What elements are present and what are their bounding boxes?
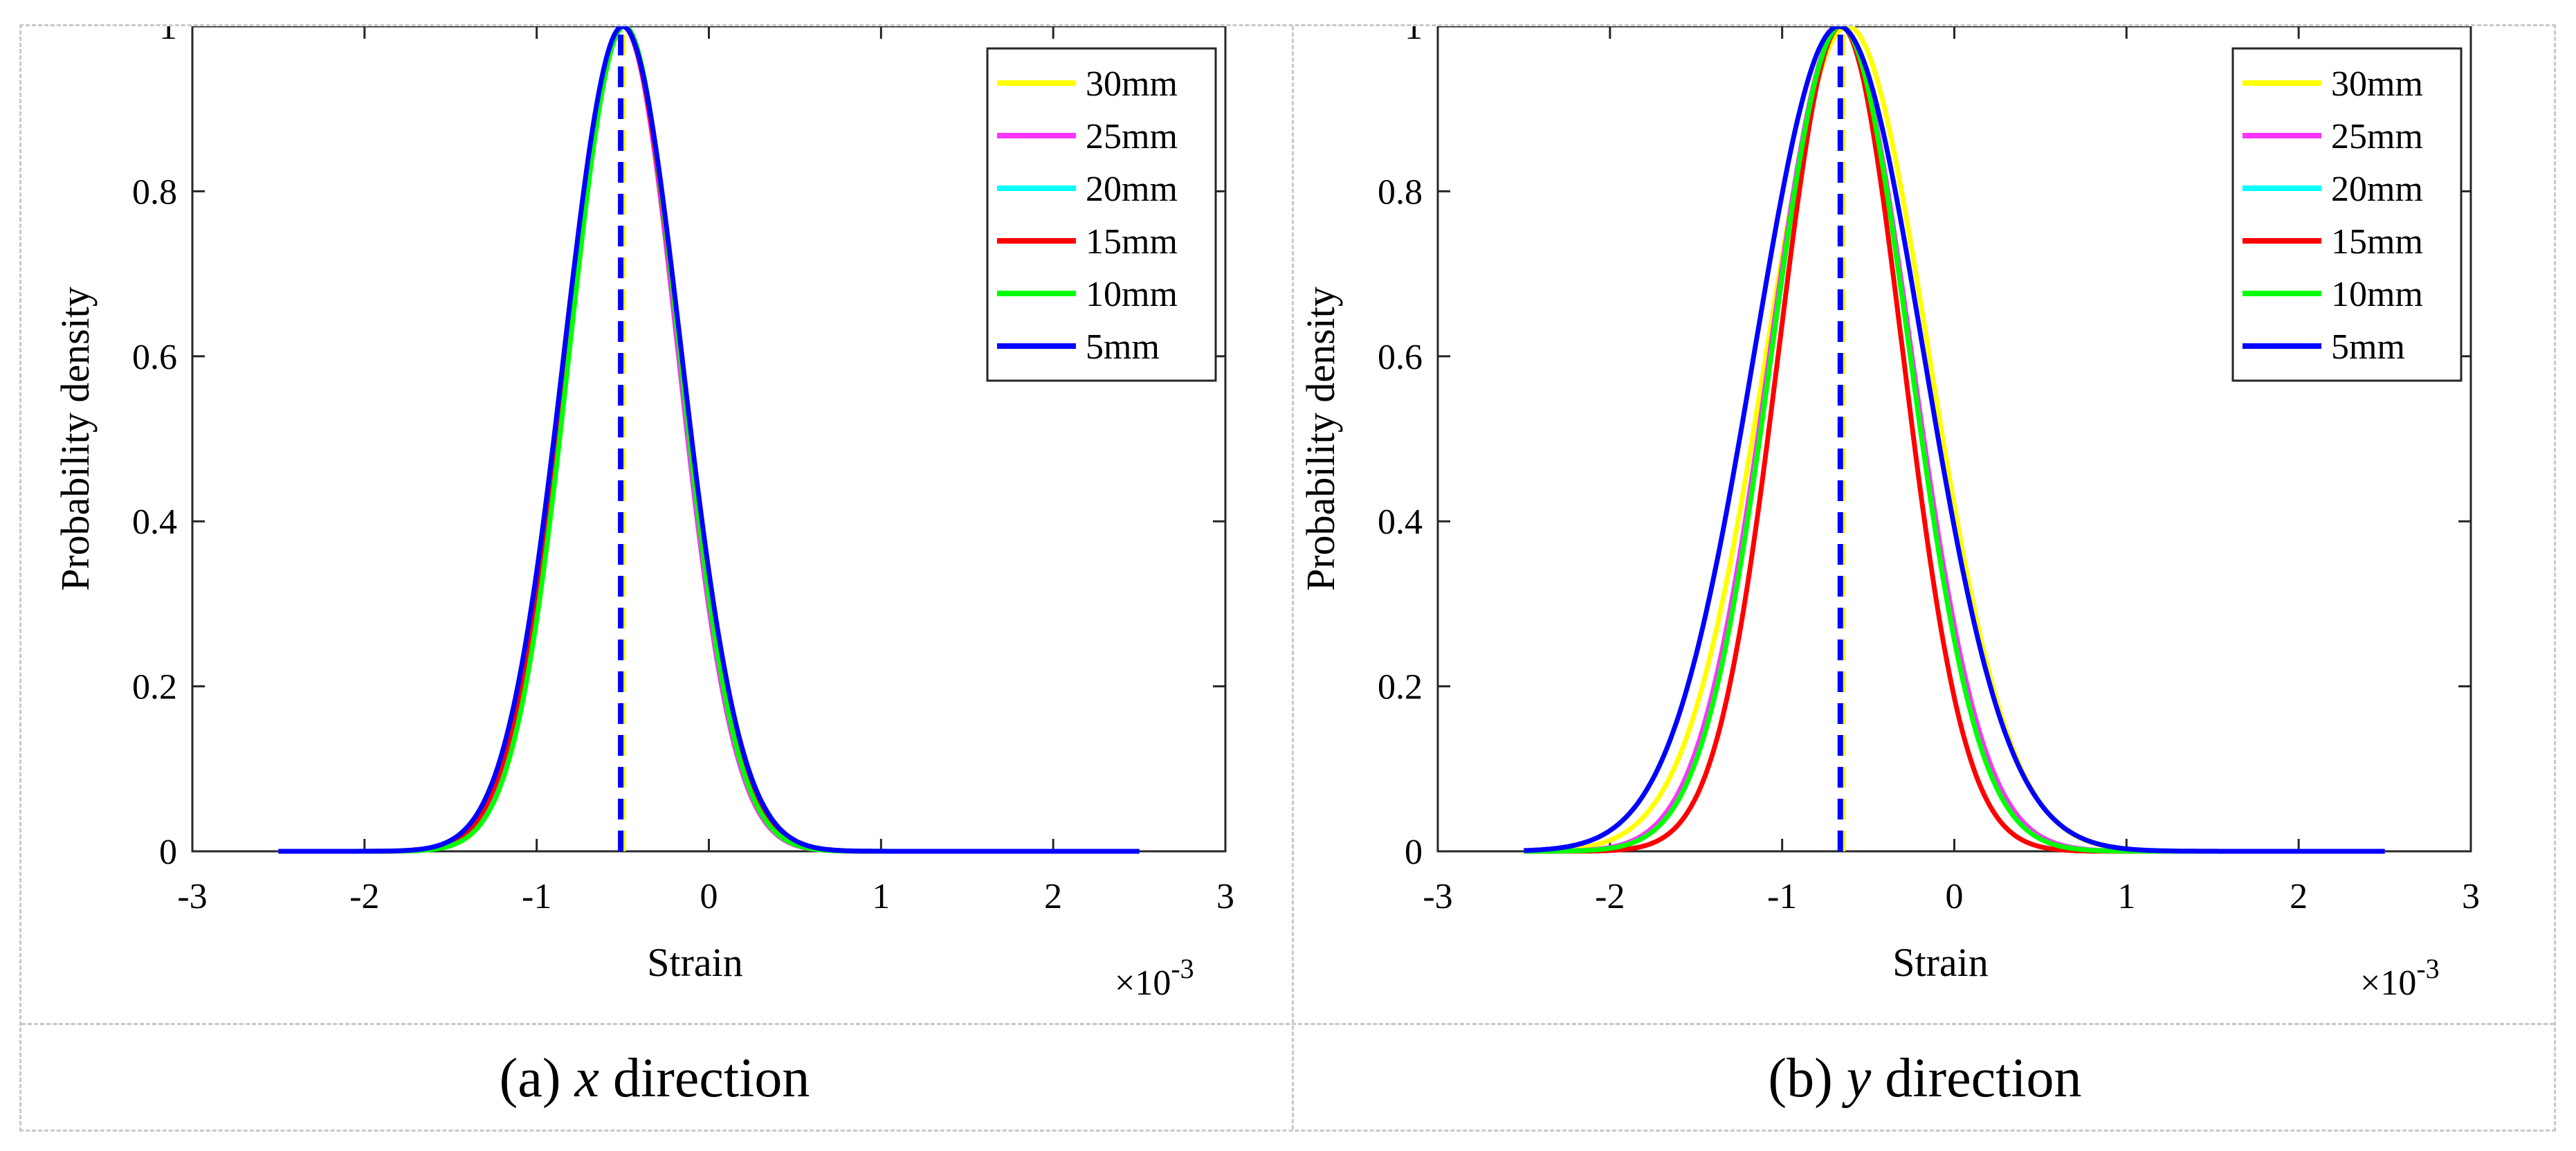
y-tick-label: 0.2 <box>1378 668 1423 707</box>
y-tick-label: 0.6 <box>1378 338 1423 377</box>
legend-label-5mm: 5mm <box>1086 327 1160 367</box>
chart-x-direction: -3 -2 -1 0 1 2 3 0 0.2 0.4 0.6 0.8 1 Strain Probabilit… <box>53 26 1234 1003</box>
series-line-5mm <box>278 26 1140 854</box>
x-tick-label: 1 <box>872 877 890 916</box>
y-tick-label: 0.4 <box>1378 502 1423 542</box>
caption-b-text: direction <box>1885 1047 2082 1109</box>
panel-divider-vertical <box>1292 26 1294 1130</box>
caption-a-label: (a) <box>499 1047 561 1109</box>
chart-y-direction: -3 -2 -1 0 1 2 3 0 0.2 0.4 0.6 0.8 1 Strain Probabilit… <box>1298 26 2480 1003</box>
caption-a-text: direction <box>612 1047 810 1109</box>
legend-label-25mm: 25mm <box>2331 117 2423 156</box>
x-tick-label: -1 <box>1767 877 1797 916</box>
y-axis-label: Probability density <box>1298 287 1343 591</box>
y-axis-label: Probability density <box>53 287 98 591</box>
x-tick-label: 2 <box>1044 877 1062 916</box>
y-tick-label: 0.8 <box>1378 172 1423 212</box>
caption-a: (a) x direction <box>21 1033 1288 1123</box>
legend <box>2231 47 2463 382</box>
y-tick-label: 0 <box>159 833 177 872</box>
x-tick-label: 3 <box>1216 877 1234 916</box>
x-axis-label: Strain <box>647 940 743 985</box>
legend-label-10mm: 10mm <box>2331 275 2423 314</box>
x-tick-label: 0 <box>700 877 718 916</box>
y-tick-label: 1 <box>159 26 177 47</box>
figure: -3 -2 -1 0 1 2 3 0 0.2 0.4 0.6 0.8 1 Strain Probabilit… <box>19 24 2556 1132</box>
series-line-5mm <box>1524 26 2385 854</box>
legend-label-15mm: 15mm <box>2331 222 2423 262</box>
caption-b-label: (b) <box>1768 1047 1833 1109</box>
legend <box>986 47 1217 382</box>
x-tick-label: -1 <box>522 877 551 916</box>
x-axis-multiplier: ×10-3 <box>1115 953 1194 1003</box>
x-tick-label: 1 <box>2117 877 2135 916</box>
x-tick-label: -2 <box>349 877 379 916</box>
legend-label-20mm: 20mm <box>2331 170 2423 209</box>
x-tick-label: -3 <box>177 877 207 916</box>
caption-a-variable: x <box>574 1047 599 1109</box>
x-axis-multiplier: ×10-3 <box>2360 953 2440 1003</box>
x-tick-label: -3 <box>1423 877 1452 916</box>
caption-divider <box>21 1023 2554 1025</box>
legend-label-30mm: 30mm <box>2331 64 2423 104</box>
y-tick-label: 1 <box>1405 26 1423 47</box>
x-tick-label: -2 <box>1595 877 1625 916</box>
y-tick-label: 0.8 <box>132 172 177 212</box>
x-tick-label: 0 <box>1946 877 1964 916</box>
y-tick-label: 0.6 <box>132 338 177 377</box>
legend-label-30mm: 30mm <box>1086 64 1178 104</box>
caption-b: (b) y direction <box>1292 1033 2558 1123</box>
y-tick-label: 0.4 <box>132 502 177 542</box>
x-tick-label: 2 <box>2290 877 2308 916</box>
y-tick-label: 0.2 <box>132 668 177 707</box>
caption-b-variable: y <box>1846 1047 1872 1109</box>
x-tick-label: 3 <box>2462 877 2480 916</box>
y-tick-label: 0 <box>1405 833 1423 872</box>
legend-label-20mm: 20mm <box>1086 170 1178 209</box>
legend-label-5mm: 5mm <box>2331 327 2405 367</box>
legend-label-15mm: 15mm <box>1086 222 1178 262</box>
x-axis-label: Strain <box>1892 940 1989 985</box>
legend-label-25mm: 25mm <box>1086 117 1178 156</box>
legend-label-10mm: 10mm <box>1086 275 1178 314</box>
